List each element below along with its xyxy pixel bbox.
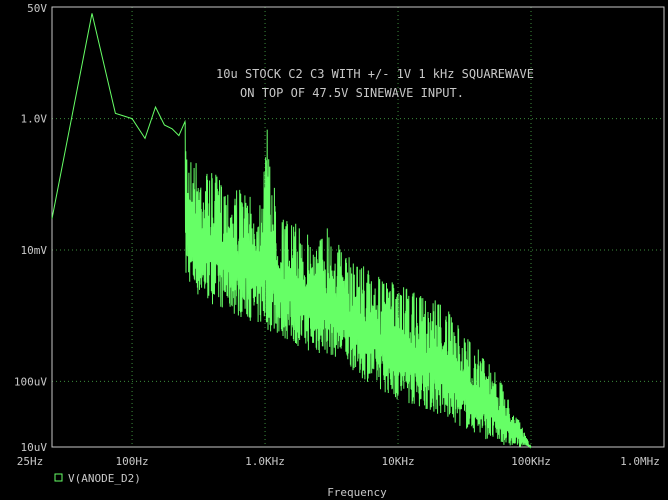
annotation-line-2: ON TOP OF 47.5V SINEWAVE INPUT. <box>240 86 464 100</box>
x-axis-label: Frequency <box>327 486 387 499</box>
x-tick-label: 1.0MHz <box>620 455 660 468</box>
annotation-line-1: 10u STOCK C2 C3 WITH +/- 1V 1 kHz SQUARE… <box>216 67 534 81</box>
y-tick-label: 100uV <box>14 375 47 388</box>
x-tick-labels: 25Hz 100Hz 1.0KHz 10KHz 100KHz 1.0MHz <box>17 455 660 468</box>
x-tick-label: 1.0KHz <box>245 455 285 468</box>
trace-v-anode-d2 <box>51 13 532 449</box>
legend-marker-v-anode-d2 <box>54 473 63 482</box>
legend-entry-v-anode-d2: V(ANODE_D2) <box>68 472 141 485</box>
x-tick-label: 10KHz <box>381 455 414 468</box>
plot-frame <box>51 6 665 448</box>
y-tick-label: 10uV <box>21 441 48 454</box>
y-tick-label: 1.0V <box>21 113 48 126</box>
y-tick-labels: 50V 1.0V 10mV 100uV 10uV <box>14 2 47 454</box>
x-tick-label: 100KHz <box>511 455 551 468</box>
x-tick-label: 100Hz <box>116 455 149 468</box>
y-tick-label: 10mV <box>21 244 48 257</box>
x-tick-label: 25Hz <box>17 455 44 468</box>
y-tick-label: 50V <box>27 2 47 15</box>
